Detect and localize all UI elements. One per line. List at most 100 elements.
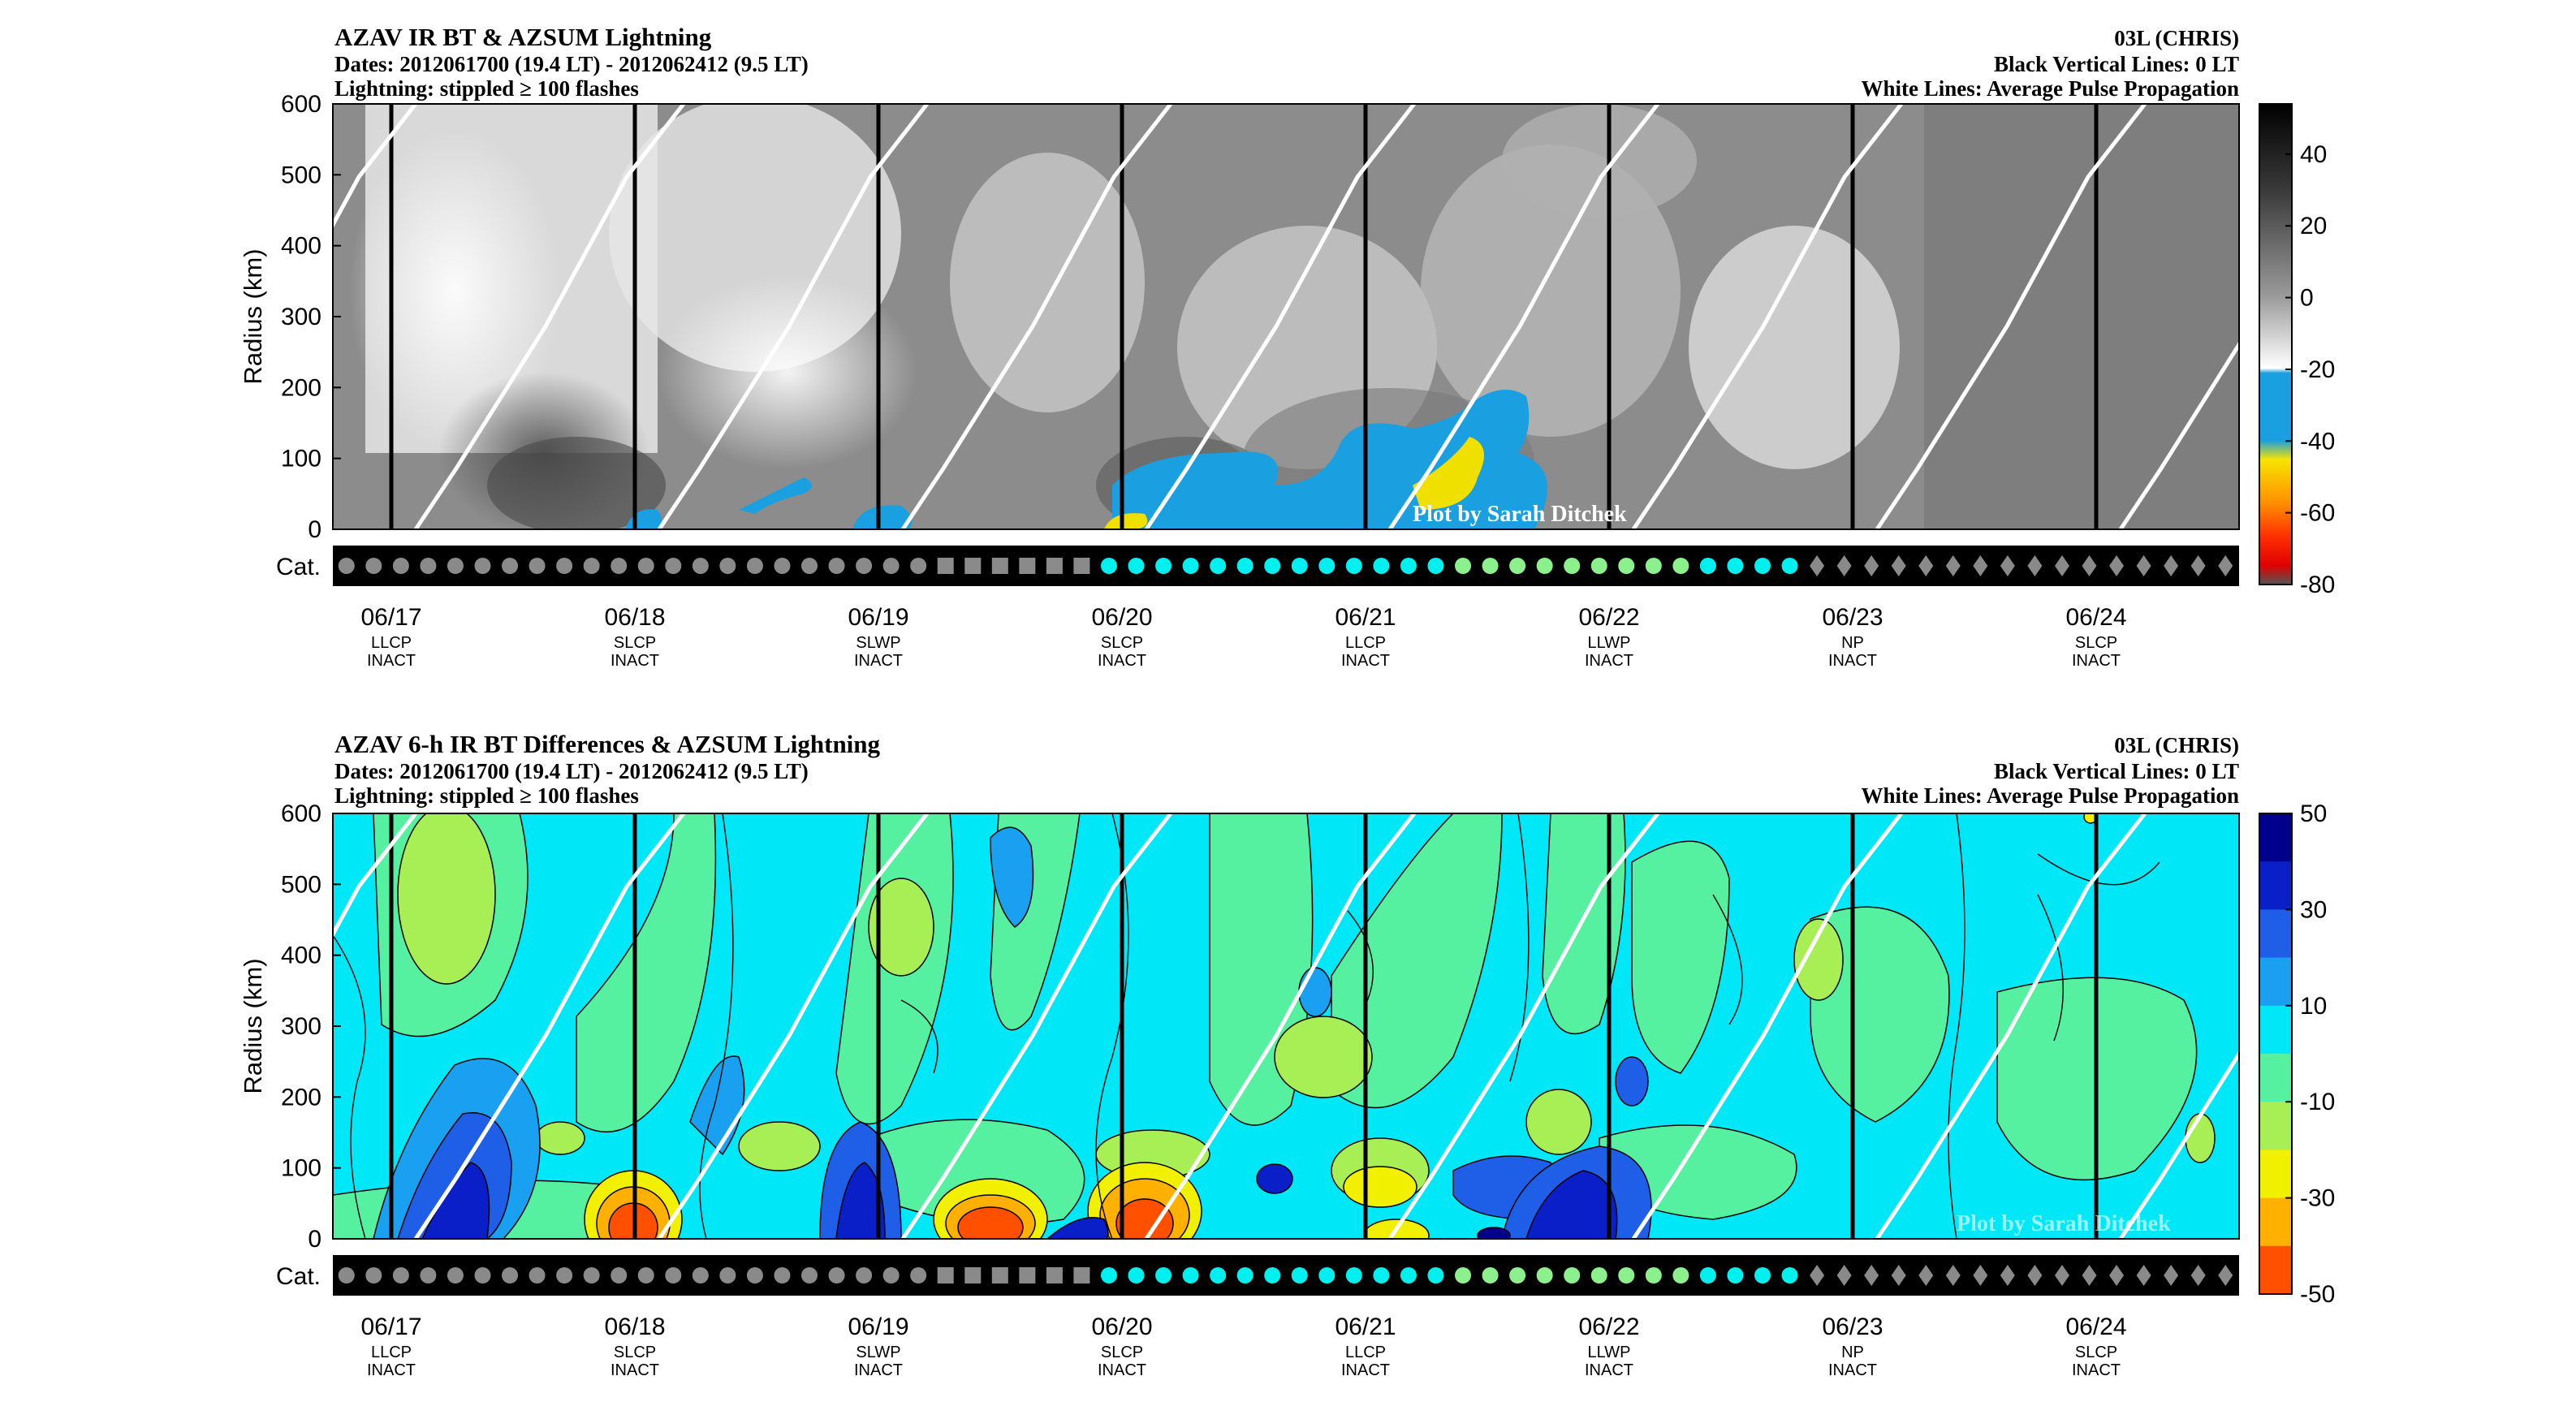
category-marker	[2027, 1265, 2043, 1286]
category-marker	[1427, 558, 1444, 574]
pulse-propagation-line	[413, 104, 685, 529]
x-activity-label: INACT	[1341, 652, 1390, 670]
category-marker	[529, 558, 546, 574]
x-date-label: 06/17	[360, 1314, 421, 1340]
category-marker	[1645, 1267, 1662, 1283]
x-activity-label: INACT	[611, 1361, 659, 1379]
x-pattern-label: LLWP	[1588, 634, 1631, 652]
pulse-propagation-line	[657, 104, 929, 529]
x-activity-label: INACT	[367, 1361, 416, 1379]
category-marker	[746, 1267, 763, 1283]
y-tick-label: 600	[281, 91, 321, 118]
category-marker	[719, 558, 736, 574]
pulse-propagation-line	[1144, 813, 1416, 1239]
category-marker	[2164, 1265, 2179, 1286]
colorbar-tick-label: -20	[2300, 356, 2335, 383]
pulse-propagation-line	[1387, 104, 1659, 529]
category-marker	[1182, 1267, 1199, 1283]
colorbar-tick-label: 50	[2300, 800, 2327, 827]
x-pattern-label: LLCP	[371, 634, 412, 652]
category-marker	[665, 1267, 682, 1283]
category-marker	[1918, 555, 1934, 576]
category-marker	[1427, 1267, 1444, 1283]
category-marker	[529, 1267, 546, 1283]
category-marker	[1509, 1267, 1526, 1283]
category-marker	[2082, 1265, 2097, 1286]
x-pattern-label: SLCP	[614, 634, 656, 652]
category-marker	[1836, 555, 1852, 576]
category-marker	[1210, 558, 1227, 574]
category-marker	[1046, 558, 1063, 574]
category-marker	[937, 558, 954, 574]
panel2-dates: Dates: 2012061700 (19.4 LT) - 2012062412…	[334, 759, 809, 783]
category-marker	[1318, 1267, 1335, 1283]
category-marker	[1590, 1267, 1607, 1283]
x-date-label: 06/22	[1578, 1314, 1639, 1340]
category-marker	[1618, 558, 1635, 574]
category-marker	[1400, 558, 1417, 574]
category-marker	[1810, 1265, 1825, 1286]
category-marker	[637, 558, 654, 574]
category-marker	[1291, 1267, 1308, 1283]
panel2-credit: Plot by Sarah Ditchek	[1957, 1211, 2171, 1236]
category-marker	[746, 558, 763, 574]
y-tick-label: 200	[281, 374, 321, 401]
panel2-white-lines-note: White Lines: Average Pulse Propagation	[1862, 783, 2239, 808]
ir-bt-difference-panel: AZAV 6-h IR BT Differences & AZSUM Light…	[239, 730, 2335, 1379]
panel2-x-axis: 06/17LLCPINACT06/18SLCPINACT06/19SLWPINA…	[360, 1288, 2127, 1379]
x-activity-label: INACT	[367, 652, 416, 670]
category-marker	[1155, 1267, 1172, 1283]
category-marker	[1864, 1265, 1879, 1286]
category-marker	[611, 558, 628, 574]
pulse-propagation-line	[1875, 813, 2147, 1239]
colorbar-tick-label: -10	[2300, 1089, 2335, 1115]
category-marker	[2164, 555, 2179, 576]
x-date-label: 06/21	[1335, 604, 1396, 631]
panel1-black-lines-note: Black Vertical Lines: 0 LT	[1994, 52, 2239, 76]
category-marker	[1046, 1267, 1063, 1283]
category-marker	[964, 558, 982, 574]
category-marker	[1210, 1267, 1227, 1283]
pulse-propagation-line	[2118, 1050, 2239, 1239]
x-date-label: 06/17	[360, 604, 421, 631]
category-marker	[2109, 1265, 2125, 1286]
y-tick-label: 100	[281, 446, 321, 472]
x-activity-label: INACT	[1828, 652, 1877, 670]
y-tick-label: 600	[281, 800, 321, 827]
category-marker	[2082, 555, 2097, 576]
x-pattern-label: LLCP	[1345, 634, 1386, 652]
y-tick-label: 300	[281, 1013, 321, 1040]
category-marker	[774, 558, 791, 574]
category-marker	[1291, 558, 1308, 574]
category-marker	[1699, 1267, 1716, 1283]
x-pattern-label: NP	[1841, 634, 1864, 652]
category-marker	[964, 1267, 982, 1283]
category-marker	[828, 558, 845, 574]
panel2-category-markers	[338, 1265, 2233, 1286]
x-pattern-label: SLCP	[1101, 1344, 1143, 1361]
category-marker	[474, 1267, 491, 1283]
x-date-label: 06/18	[604, 604, 665, 631]
colorbar-level	[2259, 909, 2292, 959]
category-marker	[1019, 1267, 1036, 1283]
x-activity-label: INACT	[1098, 1361, 1146, 1379]
category-marker	[910, 1267, 927, 1283]
panel1-x-axis: 06/17LLCPINACT06/18SLCPINACT06/19SLWPINA…	[360, 578, 2127, 670]
category-marker	[502, 1267, 519, 1283]
x-date-label: 06/24	[2065, 604, 2126, 631]
x-activity-label: INACT	[611, 652, 659, 670]
category-marker	[1781, 1267, 1798, 1283]
panel1-title: AZAV IR BT & AZSUM Lightning	[334, 23, 712, 51]
category-marker	[2054, 1265, 2069, 1286]
panel2-pulse-lines	[333, 813, 2239, 1239]
x-pattern-label: SLCP	[2075, 1344, 2117, 1361]
category-marker	[1019, 558, 1036, 574]
category-marker	[692, 1267, 709, 1283]
category-marker	[1345, 1267, 1362, 1283]
x-activity-label: INACT	[854, 652, 903, 670]
category-marker	[1509, 558, 1526, 574]
category-marker	[556, 558, 573, 574]
ir-bt-difference-field	[333, 813, 2239, 1239]
panel2-black-lines-note: Black Vertical Lines: 0 LT	[1994, 759, 2239, 783]
